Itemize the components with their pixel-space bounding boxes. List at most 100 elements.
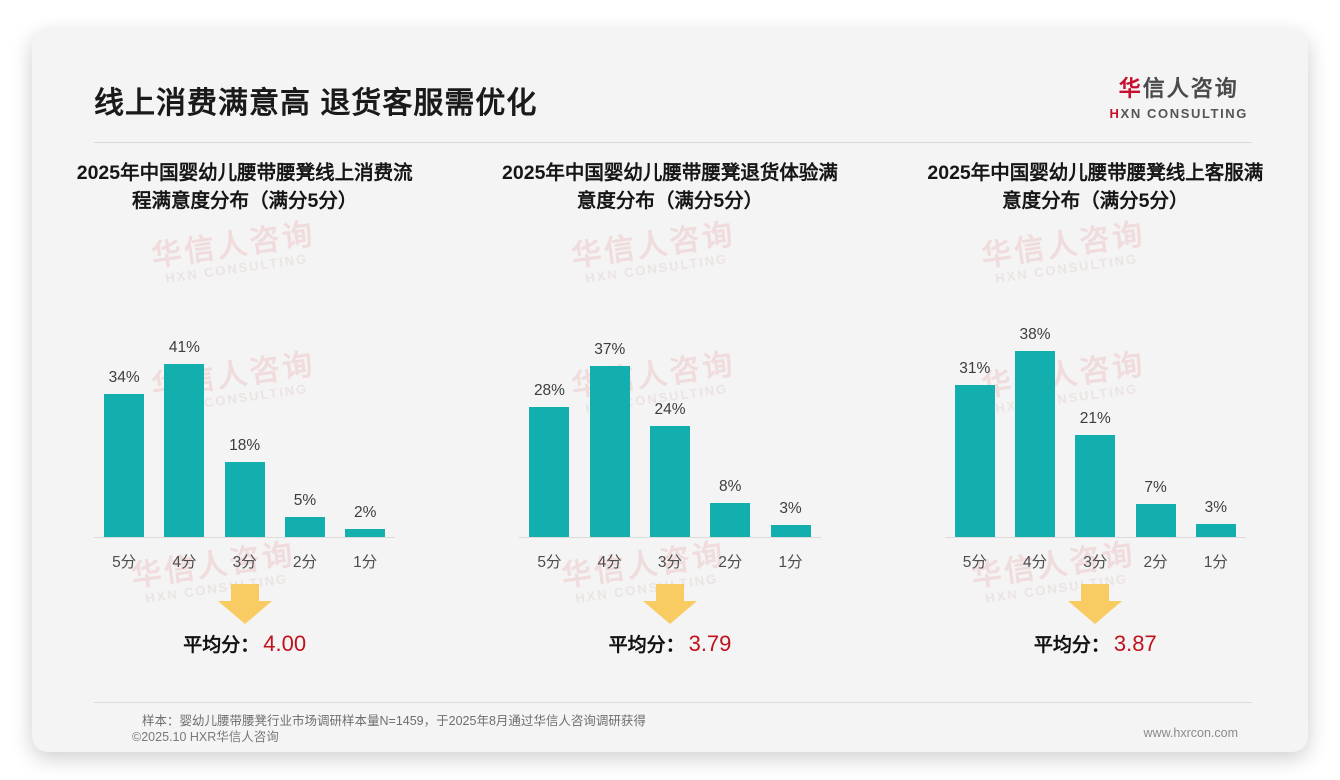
average-score-text: 平均分： 4.00 — [46, 630, 443, 657]
bar-group: 24% — [640, 274, 700, 538]
x-tick-label: 2分 — [718, 554, 743, 571]
bar-group: 3% — [760, 274, 820, 538]
bar-value-label: 2% — [353, 504, 377, 521]
slide-header: 线上消费满意高 退货客服需优化 华信人咨询 HXN CONSULTING — [32, 30, 1308, 122]
average-score-text: 平均分： 3.79 — [471, 630, 868, 657]
chart-panel-customer-service: 2025年中国婴幼儿腰带腰凳线上客服满意度分布（满分5分） 31% 38% 21… — [883, 160, 1308, 676]
x-axis-labels: 5分 4分 3分 2分 1分 — [519, 538, 820, 574]
plot-area: 34% 41% 18% 5% — [94, 274, 395, 538]
charts-container: 2025年中国婴幼儿腰带腰凳线上消费流程满意度分布（满分5分） 34% 41% … — [32, 160, 1308, 676]
bar[interactable] — [104, 394, 145, 538]
logo-cn-rest: 信人咨询 — [1142, 76, 1239, 101]
bar[interactable] — [224, 462, 265, 538]
bar[interactable] — [1135, 504, 1176, 538]
logo-en-rest: XN CONSULTING — [1120, 106, 1248, 121]
x-tick-label: 3分 — [232, 554, 257, 571]
x-axis-line — [94, 537, 396, 538]
bar-value-label: 34% — [108, 369, 140, 386]
bar[interactable] — [529, 407, 570, 538]
arrow-down-icon — [642, 584, 697, 624]
x-tick-label: 1分 — [778, 554, 803, 571]
logo-chinese-text: 华信人咨询 — [1110, 78, 1248, 100]
arrow-down-icon — [1068, 584, 1123, 624]
bar[interactable] — [1195, 524, 1236, 538]
bar-group: 5% — [275, 274, 335, 538]
logo-cn-red-char: 华 — [1118, 76, 1143, 101]
bar[interactable] — [954, 385, 995, 538]
x-axis-line — [944, 537, 1246, 538]
bar[interactable] — [1075, 435, 1116, 538]
chart-title: 2025年中国婴幼儿腰带腰凳线上客服满意度分布（满分5分） — [927, 162, 1264, 212]
bar-group: 21% — [1065, 274, 1125, 538]
x-tick-label: 5分 — [537, 554, 562, 571]
x-tick-label: 2分 — [292, 554, 317, 571]
bar-value-label: 37% — [594, 341, 626, 358]
average-score-block: 平均分： 3.87 — [897, 580, 1294, 676]
average-value: 4.00 — [263, 631, 307, 656]
bar-group: 18% — [215, 274, 275, 538]
average-label: 平均分： — [1033, 635, 1110, 656]
x-axis-line — [519, 537, 821, 538]
bar-value-label: 8% — [719, 478, 742, 495]
x-tick-label: 1分 — [1203, 554, 1228, 571]
bar-value-label: 28% — [533, 382, 565, 399]
bar-value-label: 5% — [293, 492, 317, 509]
bar[interactable] — [284, 517, 325, 538]
bar[interactable] — [770, 525, 811, 538]
bar-value-label: 41% — [168, 339, 200, 356]
x-tick-label: 3分 — [1083, 554, 1108, 571]
average-score-text: 平均分： 3.87 — [897, 630, 1294, 657]
bar-group: 31% — [945, 274, 1005, 538]
chart-title: 2025年中国婴幼儿腰带腰凳线上消费流程满意度分布（满分5分） — [76, 162, 413, 212]
bar-value-label: 3% — [1204, 499, 1228, 516]
bar[interactable] — [710, 503, 751, 538]
chart-panel-consumption-process: 2025年中国婴幼儿腰带腰凳线上消费流程满意度分布（满分5分） 34% 41% … — [32, 160, 457, 676]
bar-chart: 34% 41% 18% 5% — [94, 274, 396, 574]
bar-value-label: 21% — [1079, 410, 1111, 427]
website-link[interactable]: www.hxrcon.com — [1143, 726, 1238, 740]
x-tick-label: 4分 — [1022, 554, 1048, 571]
bar-chart: 31% 38% 21% 7% — [944, 274, 1246, 574]
bar-value-label: 24% — [654, 401, 686, 418]
plot-area: 31% 38% 21% 7% — [945, 274, 1246, 538]
average-label: 平均分： — [608, 635, 685, 656]
plot-area: 28% 37% 24% 8% — [519, 274, 820, 538]
slide-card: 华信人咨询 HXN CONSULTING 华信人咨询 HXN CONSULTIN… — [32, 30, 1308, 752]
x-tick-label: 3分 — [657, 554, 683, 571]
bar-group: 8% — [700, 274, 760, 538]
x-tick-label: 5分 — [112, 554, 137, 571]
bar-value-label: 18% — [229, 437, 261, 454]
bar-value-label: 31% — [959, 360, 991, 377]
bar-group: 3% — [1186, 274, 1246, 538]
average-score-block: 平均分： 3.79 — [471, 580, 868, 676]
header-divider — [94, 142, 1252, 143]
x-axis-labels: 5分 4分 3分 2分 1分 — [94, 538, 395, 574]
logo-english-text: HXN CONSULTING — [1110, 107, 1248, 120]
bar-group: 7% — [1125, 274, 1185, 538]
bar[interactable] — [649, 426, 690, 538]
sample-footnote: 样本：婴幼儿腰带腰凳行业市场调研样本量N=1459，于2025年8月通过华信人咨… — [142, 714, 646, 728]
arrow-down-icon — [217, 584, 272, 624]
bar[interactable] — [589, 366, 630, 538]
bar[interactable] — [1015, 351, 1056, 538]
average-value: 3.79 — [688, 631, 732, 656]
bar-chart: 28% 37% 24% 8% — [519, 274, 821, 574]
x-tick-label: 4分 — [172, 554, 197, 571]
bar[interactable] — [345, 529, 386, 538]
bar-group: 38% — [1005, 274, 1065, 538]
average-score-block: 平均分： 4.00 — [46, 580, 443, 676]
bar-group: 37% — [580, 274, 640, 538]
x-tick-label: 4分 — [597, 554, 622, 571]
bar[interactable] — [164, 364, 205, 538]
x-tick-label: 1分 — [353, 554, 378, 571]
page-title: 线上消费满意高 退货客服需优化 — [94, 87, 538, 120]
bar-value-label: 38% — [1019, 326, 1051, 343]
bar-group: 41% — [154, 274, 214, 538]
x-tick-label: 5分 — [962, 554, 987, 571]
bar-group: 28% — [519, 274, 579, 538]
average-value: 3.87 — [1113, 631, 1157, 656]
bar-value-label: 7% — [1144, 479, 1167, 496]
average-label: 平均分： — [183, 635, 260, 656]
slide-footer: ©2025.10 HXR华信人咨询 www.hxrcon.com — [32, 718, 1308, 752]
x-tick-label: 2分 — [1143, 554, 1168, 571]
